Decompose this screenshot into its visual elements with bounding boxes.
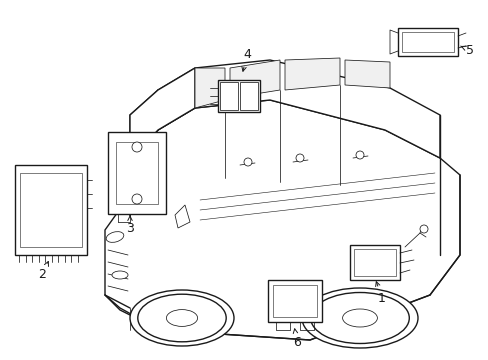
Ellipse shape bbox=[166, 310, 197, 327]
Ellipse shape bbox=[112, 271, 128, 279]
Circle shape bbox=[244, 158, 251, 166]
Circle shape bbox=[132, 194, 142, 204]
FancyBboxPatch shape bbox=[401, 32, 453, 52]
Ellipse shape bbox=[302, 288, 417, 348]
Polygon shape bbox=[130, 90, 158, 160]
FancyBboxPatch shape bbox=[20, 173, 82, 247]
Polygon shape bbox=[229, 60, 280, 98]
Polygon shape bbox=[130, 68, 195, 160]
FancyBboxPatch shape bbox=[272, 285, 316, 317]
FancyBboxPatch shape bbox=[267, 280, 321, 322]
Text: 4: 4 bbox=[242, 49, 250, 71]
FancyBboxPatch shape bbox=[15, 165, 87, 255]
Ellipse shape bbox=[130, 290, 234, 346]
Polygon shape bbox=[195, 68, 224, 108]
Text: 2: 2 bbox=[38, 261, 48, 282]
Polygon shape bbox=[105, 100, 459, 340]
Polygon shape bbox=[158, 60, 439, 158]
Polygon shape bbox=[175, 205, 190, 228]
FancyBboxPatch shape bbox=[116, 142, 158, 204]
Circle shape bbox=[355, 151, 363, 159]
Circle shape bbox=[132, 142, 142, 152]
FancyBboxPatch shape bbox=[218, 80, 260, 112]
Text: 1: 1 bbox=[375, 282, 385, 305]
Text: 6: 6 bbox=[292, 329, 300, 348]
FancyBboxPatch shape bbox=[220, 82, 238, 110]
FancyBboxPatch shape bbox=[397, 28, 457, 56]
Circle shape bbox=[419, 225, 427, 233]
Text: 3: 3 bbox=[126, 216, 134, 234]
Ellipse shape bbox=[342, 309, 377, 327]
FancyBboxPatch shape bbox=[353, 249, 395, 276]
FancyBboxPatch shape bbox=[349, 245, 399, 280]
FancyBboxPatch shape bbox=[108, 132, 165, 214]
Polygon shape bbox=[345, 60, 389, 88]
Ellipse shape bbox=[138, 294, 226, 342]
Text: 5: 5 bbox=[460, 44, 473, 57]
Ellipse shape bbox=[310, 292, 408, 343]
Polygon shape bbox=[285, 58, 339, 90]
FancyBboxPatch shape bbox=[240, 82, 258, 110]
Circle shape bbox=[295, 154, 304, 162]
Ellipse shape bbox=[106, 231, 123, 242]
